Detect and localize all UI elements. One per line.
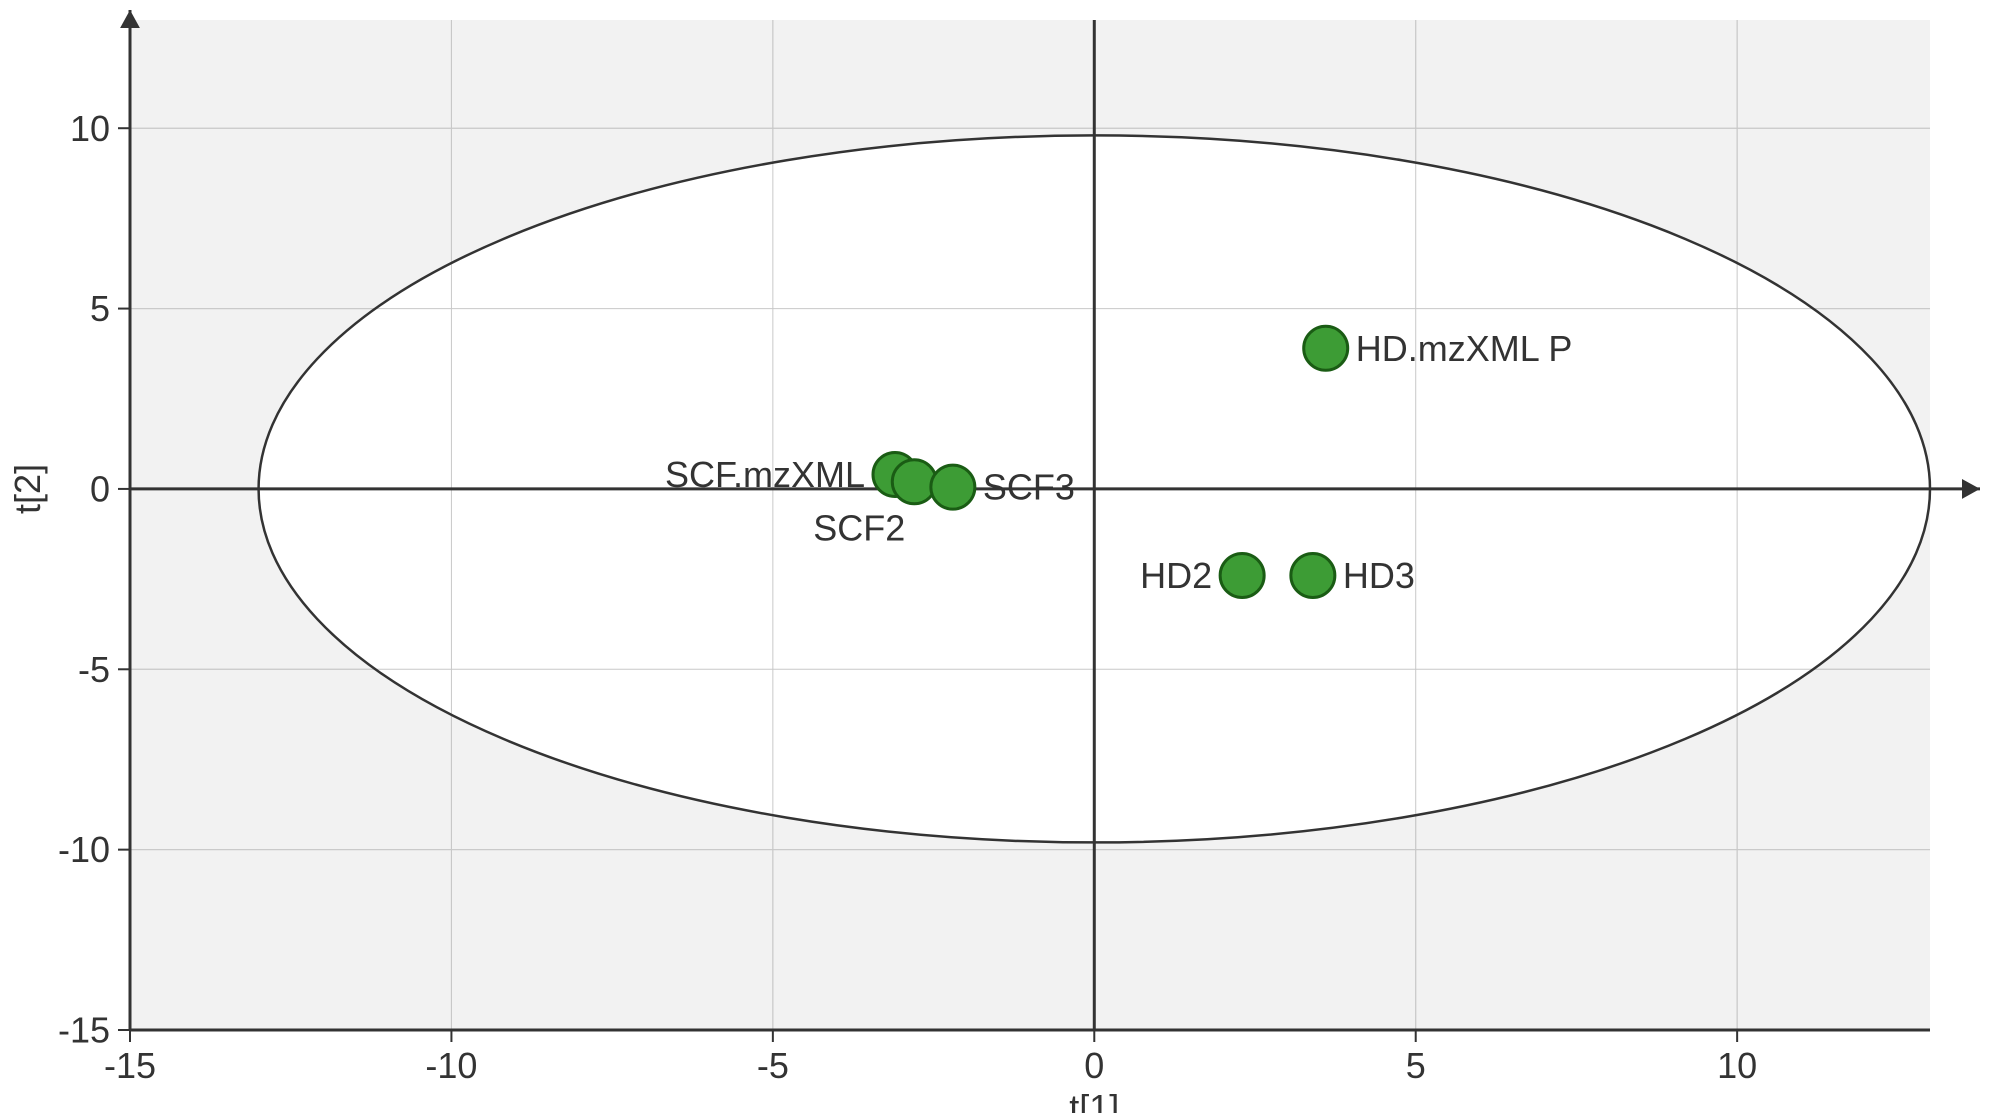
- point-label: HD2: [1140, 555, 1212, 596]
- data-point: [1291, 554, 1335, 598]
- x-tick-label: 5: [1406, 1045, 1426, 1086]
- data-point: [1304, 326, 1348, 370]
- point-label: HD.mzXML P: [1356, 328, 1573, 369]
- x-tick-label: -10: [425, 1045, 477, 1086]
- data-point: [931, 465, 975, 509]
- pca-score-plot: -15 -10 -5 0 5 10 -15 -10 -5 0 5 10 t[1] t[2] SCF.mzXM…: [0, 0, 2008, 1113]
- x-tick-label: -5: [757, 1045, 789, 1086]
- point-label: SCF3: [983, 467, 1075, 508]
- x-tick-label: -15: [104, 1045, 156, 1086]
- point-label: SCF2: [813, 508, 905, 549]
- point-label: HD3: [1343, 555, 1415, 596]
- y-tick-label: -15: [58, 1010, 110, 1051]
- x-tick-label: 10: [1717, 1045, 1757, 1086]
- chart-svg: -15 -10 -5 0 5 10 -15 -10 -5 0 5 10 t[1] t[2] SCF.mzXM…: [0, 0, 2008, 1113]
- x-tick-label: 0: [1084, 1045, 1104, 1086]
- y-axis-label: t[2]: [7, 464, 48, 514]
- point-label: SCF.mzXML: [665, 454, 865, 495]
- y-tick-label: -10: [58, 829, 110, 870]
- y-tick-label: 10: [70, 108, 110, 149]
- y-tick-label: -5: [78, 649, 110, 690]
- y-tick-label: 0: [90, 469, 110, 510]
- data-point: [1220, 554, 1264, 598]
- y-tick-label: 5: [90, 288, 110, 329]
- x-axis-label: t[1]: [1069, 1087, 1119, 1113]
- data-point: [892, 460, 936, 504]
